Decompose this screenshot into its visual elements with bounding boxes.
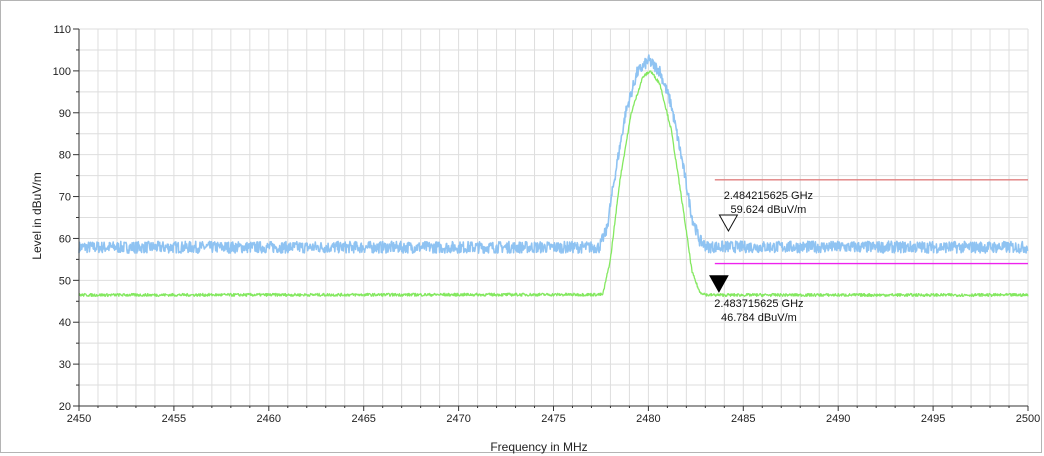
x-tick-label: 2455 [162,413,186,425]
x-tick-label: 2480 [636,413,660,425]
markers: 2.484215625 GHz 59.624 dBuV/m 2.483715625 … [709,190,813,324]
y-tick-label: 110 [53,24,71,36]
x-tick-label: 2470 [446,413,470,425]
axes [73,28,1029,411]
marker-freq-label: 2.483715625 GHz [714,298,803,310]
grid [78,28,1029,407]
marker-level-label: 59.624 dBuV/m [730,204,806,216]
series-line-1 [78,70,1029,298]
limit-lines [714,179,1028,265]
x-tick-label: 2485 [731,413,755,425]
y-tick-label: 90 [59,108,71,120]
marker-filled-triangle [709,275,729,293]
y-tick-label: 50 [59,275,71,287]
x-tick-label: 2475 [541,413,565,425]
marker-level-label: 46.784 dBuV/m [721,312,797,324]
marker-open-triangle [718,214,739,233]
tick-labels: 2450 2455 2460 2465 2470 2475 2480 2485 2490 2495… [53,24,1041,425]
y-tick-label: 80 [59,150,71,162]
x-tick-label: 2450 [67,413,91,425]
series-line-0 [78,54,1029,254]
y-tick-label: 30 [59,359,71,371]
y-axis-title: Level in dBuV/m [30,172,44,259]
x-tick-label: 2500 [1016,413,1040,425]
x-tick-label: 2460 [257,413,281,425]
y-tick-label: 60 [59,233,71,245]
y-tick-label: 40 [59,317,71,329]
traces [78,54,1029,298]
x-axis-title: Frequency in MHz [490,440,587,454]
x-tick-label: 2490 [826,413,850,425]
y-tick-label: 70 [59,192,71,204]
y-tick-label: 100 [53,66,71,78]
y-tick-label: 20 [59,401,71,413]
x-tick-label: 2495 [921,413,945,425]
marker-freq-label: 2.484215625 GHz [724,190,813,202]
x-tick-label: 2465 [351,413,375,425]
